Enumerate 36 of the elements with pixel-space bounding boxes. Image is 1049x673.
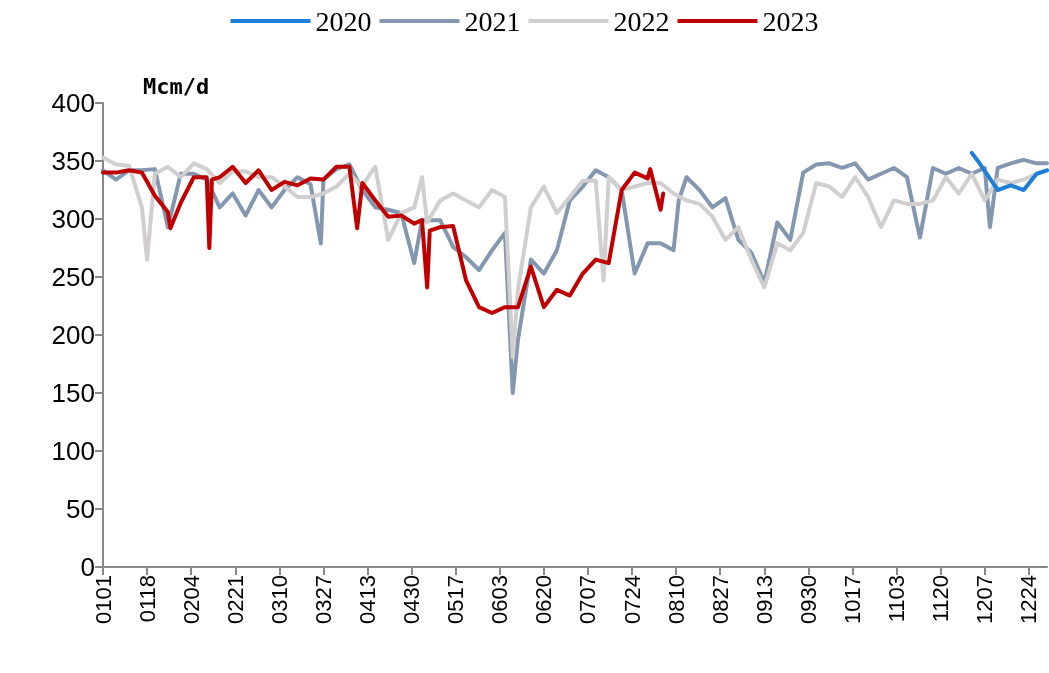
y-tick-label: 400 xyxy=(51,88,95,118)
x-tick-label: 1120 xyxy=(928,575,954,623)
x-tick-label: 0221 xyxy=(222,575,248,624)
x-tick-label: 0430 xyxy=(399,575,425,624)
legend-label: 2020 xyxy=(315,5,372,37)
y-tick-label: 250 xyxy=(51,262,95,292)
y-tick-label: 100 xyxy=(51,436,95,466)
x-tick-label: 0913 xyxy=(751,575,777,624)
y-tick-label: 200 xyxy=(51,320,95,350)
x-tick-label: 1017 xyxy=(839,575,865,624)
legend-label: 2023 xyxy=(762,5,819,37)
x-tick-label: 0603 xyxy=(487,575,513,624)
x-tick-label: 0517 xyxy=(443,575,469,624)
y-tick-label: 300 xyxy=(51,204,95,234)
x-tick-label: 0724 xyxy=(619,575,645,624)
legend-label: 2022 xyxy=(613,5,670,37)
x-tick-label: 0413 xyxy=(355,575,381,624)
y-tick-label: 350 xyxy=(51,146,95,176)
legend-label: 2021 xyxy=(464,5,521,37)
y-tick-label: 50 xyxy=(66,494,95,524)
x-tick-label: 0707 xyxy=(575,575,601,624)
y-tick-label: 150 xyxy=(51,378,95,408)
x-tick-label: 0930 xyxy=(795,575,821,624)
x-tick-label: 0620 xyxy=(531,575,557,624)
x-tick-label: 0310 xyxy=(266,575,292,624)
x-tick-label: 0204 xyxy=(178,575,204,624)
x-tick-label: 0827 xyxy=(707,575,733,624)
x-tick-label: 1224 xyxy=(1016,575,1042,624)
x-tick-label: 1207 xyxy=(972,575,998,624)
x-tick-label: 1103 xyxy=(884,575,910,623)
line-series xyxy=(101,164,666,315)
x-tick-label: 0327 xyxy=(310,575,336,624)
x-tick-label: 0810 xyxy=(663,575,689,624)
x-tick-label: 0118 xyxy=(134,575,160,623)
y-axis-title: Mcm/d xyxy=(143,73,210,99)
line-series xyxy=(969,150,1049,192)
